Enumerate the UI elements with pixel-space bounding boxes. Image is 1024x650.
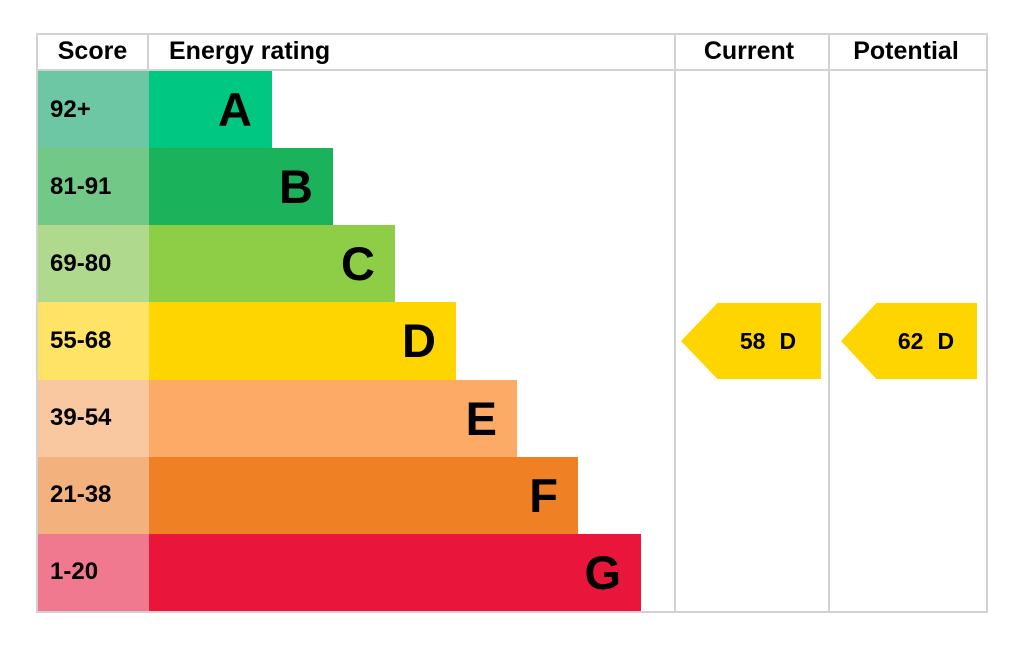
potential-column-header: Potential [853, 37, 959, 65]
potential-rating-value: 62 [897, 327, 924, 354]
band-score-range: 39-54 [38, 379, 149, 457]
current-rating-value: 58 [739, 327, 766, 354]
band-score-range: 69-80 [38, 225, 149, 303]
band-letter-bar: F [149, 456, 578, 534]
band-score-range: 21-38 [38, 456, 149, 534]
band-score-range: 92+ [38, 71, 149, 149]
epc-rating-chart: Score Energy rating Current Potential 92… [36, 33, 988, 613]
energy-rating-column-header: Energy rating [169, 37, 331, 65]
rating-band-row: 92+ A [38, 71, 986, 149]
band-letter-bar: G [149, 533, 641, 611]
potential-column-divider [828, 33, 830, 613]
band-letter-bar: A [149, 71, 272, 149]
potential-rating-letter: D [937, 327, 955, 354]
rating-band-row: 39-54 E [38, 379, 986, 457]
rating-band-row: 1-20 G [38, 533, 986, 611]
current-rating-letter: D [779, 327, 797, 354]
band-letter-bar: D [149, 302, 456, 380]
rating-band-row: 69-80 C [38, 225, 986, 303]
rating-bands-area: 92+ A 81-91 B 69-80 C 55-68 D 39-54 E 21… [38, 71, 986, 611]
current-column-divider [674, 33, 676, 613]
score-column-header: Score [38, 35, 149, 69]
band-letter-bar: E [149, 379, 517, 457]
rating-band-row: 81-91 B [38, 148, 986, 226]
rating-band-row: 21-38 F [38, 456, 986, 534]
band-score-range: 81-91 [38, 148, 149, 226]
band-score-range: 1-20 [38, 533, 149, 611]
chart-header-row: Score Energy rating Current Potential [38, 35, 986, 71]
band-letter-bar: B [149, 148, 333, 226]
band-score-range: 55-68 [38, 302, 149, 380]
current-column-header: Current [703, 37, 795, 65]
band-letter-bar: C [149, 225, 395, 303]
rating-band-row: 55-68 D [38, 302, 986, 380]
